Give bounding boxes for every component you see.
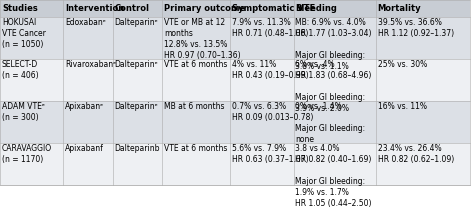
Text: Mortality: Mortality xyxy=(378,4,421,13)
Text: MB: 6.9% vs. 4.0%
HR 1.77 (1.03–3.04)

Major GI bleeding:
3.8% vs. 1.1%: MB: 6.9% vs. 4.0% HR 1.77 (1.03–3.04) Ma… xyxy=(295,18,372,71)
Bar xyxy=(376,0,470,17)
Bar xyxy=(0,101,470,143)
Text: Apixabanᵉ: Apixabanᵉ xyxy=(65,102,105,111)
Text: 0% vs. 1.4%

Major GI bleeding:
none: 0% vs. 1.4% Major GI bleeding: none xyxy=(295,102,365,144)
Text: CARAVAGGIO
(n = 1170): CARAVAGGIO (n = 1170) xyxy=(2,144,52,164)
Text: Apixabanf: Apixabanf xyxy=(65,144,104,153)
Text: VTE at 6 months: VTE at 6 months xyxy=(164,144,228,153)
Text: Edoxabanᵉ: Edoxabanᵉ xyxy=(65,18,106,27)
Text: Symptomatic VTE: Symptomatic VTE xyxy=(232,4,315,13)
Text: 4% vs. 11%
HR 0.43 (0.19–0.99): 4% vs. 11% HR 0.43 (0.19–0.99) xyxy=(232,60,309,80)
Bar xyxy=(293,0,376,17)
Bar xyxy=(0,17,470,59)
Bar xyxy=(162,0,230,17)
Text: Studies: Studies xyxy=(2,4,37,13)
Text: Rivaroxabanᵉ: Rivaroxabanᵉ xyxy=(65,60,117,69)
Text: Bleeding: Bleeding xyxy=(295,4,337,13)
Text: Primary outcome: Primary outcome xyxy=(164,4,245,13)
Text: 39.5% vs. 36.6%
HR 1.12 (0.92–1.37): 39.5% vs. 36.6% HR 1.12 (0.92–1.37) xyxy=(378,18,454,38)
Text: 6% vs. 4%
HR 1.83 (0.68–4.96)

Major GI bleeding:
3.9% vs. 2.0%: 6% vs. 4% HR 1.83 (0.68–4.96) Major GI b… xyxy=(295,60,372,113)
Text: Dalteparinb: Dalteparinb xyxy=(115,144,160,153)
Text: 23.4% vs. 26.4%
HR 0.82 (0.62–1.09): 23.4% vs. 26.4% HR 0.82 (0.62–1.09) xyxy=(378,144,454,164)
Bar xyxy=(0,143,470,185)
Text: 0.7% vs. 6.3%
HR 0.09 (0.013–0.78): 0.7% vs. 6.3% HR 0.09 (0.013–0.78) xyxy=(232,102,313,122)
Text: 16% vs. 11%: 16% vs. 11% xyxy=(378,102,427,111)
Bar xyxy=(113,0,162,17)
Text: VTE at 6 months: VTE at 6 months xyxy=(164,60,228,69)
Text: 3.8 vs 4.0%
HR 0.82 (0.40–1.69)

Major GI bleeding:
1.9% vs. 1.7%
HR 1.05 (0.44–: 3.8 vs 4.0% HR 0.82 (0.40–1.69) Major GI… xyxy=(295,144,372,208)
Bar xyxy=(64,0,113,17)
Text: ADAM VTEᵉ
(n = 300): ADAM VTEᵉ (n = 300) xyxy=(2,102,45,122)
Bar xyxy=(0,59,470,101)
Bar xyxy=(0,0,64,17)
Text: 25% vs. 30%: 25% vs. 30% xyxy=(378,60,427,69)
Text: Dalteparinᵉ: Dalteparinᵉ xyxy=(115,60,158,69)
Text: Control: Control xyxy=(115,4,150,13)
Bar xyxy=(230,0,293,17)
Text: VTE or MB at 12
months
12.8% vs. 13.5%
HR 0.97 (0.70–1.36): VTE or MB at 12 months 12.8% vs. 13.5% H… xyxy=(164,18,241,60)
Text: 5.6% vs. 7.9%
HR 0.63 (0.37–1.07): 5.6% vs. 7.9% HR 0.63 (0.37–1.07) xyxy=(232,144,309,164)
Text: Intervention: Intervention xyxy=(65,4,125,13)
Text: MB at 6 months: MB at 6 months xyxy=(164,102,225,111)
Text: Dalteparinᵉ: Dalteparinᵉ xyxy=(115,18,158,27)
Text: SELECT-D
(n = 406): SELECT-D (n = 406) xyxy=(2,60,38,80)
Text: Dalteparinᵉ: Dalteparinᵉ xyxy=(115,102,158,111)
Text: 7.9% vs. 11.3%
HR 0.71 (0.48–1.06): 7.9% vs. 11.3% HR 0.71 (0.48–1.06) xyxy=(232,18,309,38)
Text: HOKUSAI
VTE Cancer
(n = 1050): HOKUSAI VTE Cancer (n = 1050) xyxy=(2,18,46,49)
